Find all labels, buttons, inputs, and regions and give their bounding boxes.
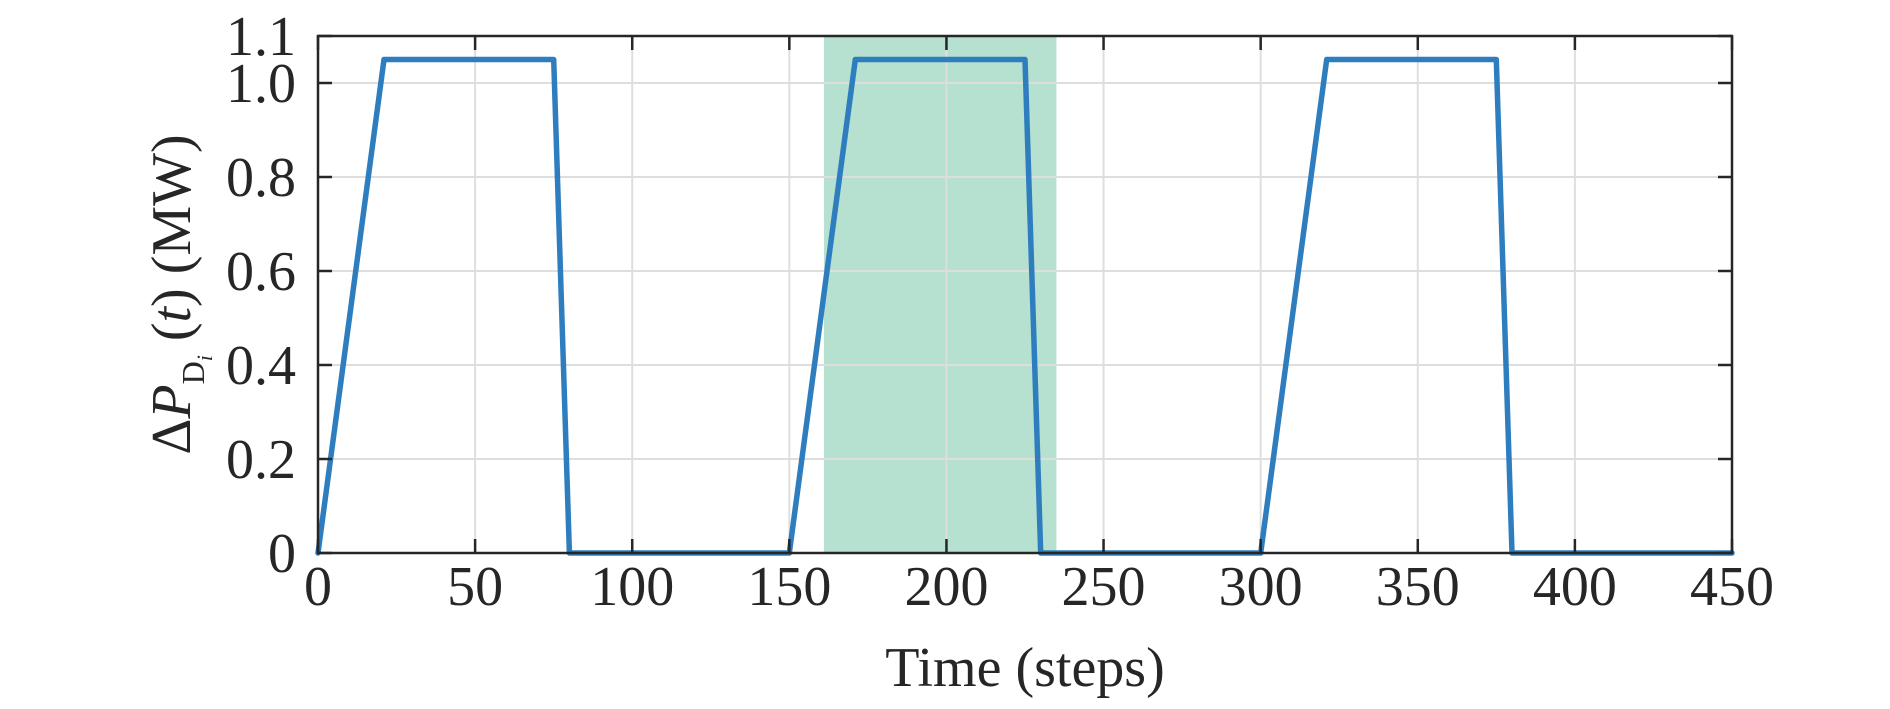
x-tick-label: 50 [447,556,503,618]
highlight-region [823,36,1057,553]
x-tick-label: 450 [1690,556,1774,618]
y-axis-title-delta: Δ [141,419,203,455]
y-tick-label: 0.2 [226,429,296,491]
x-tick-label: 400 [1533,556,1617,618]
x-tick-label: 350 [1376,556,1460,618]
y-axis-title-variable: t [141,306,203,323]
x-tick-label: 0 [304,556,332,618]
x-axis-title: Time (steps) [885,637,1165,699]
y-axis-title: ΔPDi (t) (MW) [141,134,217,454]
x-tick-label: 300 [1219,556,1303,618]
y-axis-title-subscript: D [175,361,211,384]
y-tick-label: 1.1 [226,6,296,68]
y-tick-label: 0.8 [226,147,296,209]
x-tick-label: 200 [904,556,988,618]
x-tick-label: 250 [1062,556,1146,618]
y-tick-label: 0.4 [226,335,296,397]
y-axis-title-symbol: P [141,384,203,419]
y-axis-title-unit: ) (MW) [141,134,203,307]
x-tick-label: 100 [590,556,674,618]
y-tick-label: 0 [268,523,296,585]
y-tick-label: 1.0 [226,53,296,115]
y-tick-label: 0.6 [226,241,296,303]
y-axis-title-sub-subscript: i [192,355,217,361]
series-line-1 [315,56,1735,556]
y-axis-title-open: ( [141,323,203,356]
plot-frame [316,34,1734,555]
x-tick-label: 150 [747,556,831,618]
